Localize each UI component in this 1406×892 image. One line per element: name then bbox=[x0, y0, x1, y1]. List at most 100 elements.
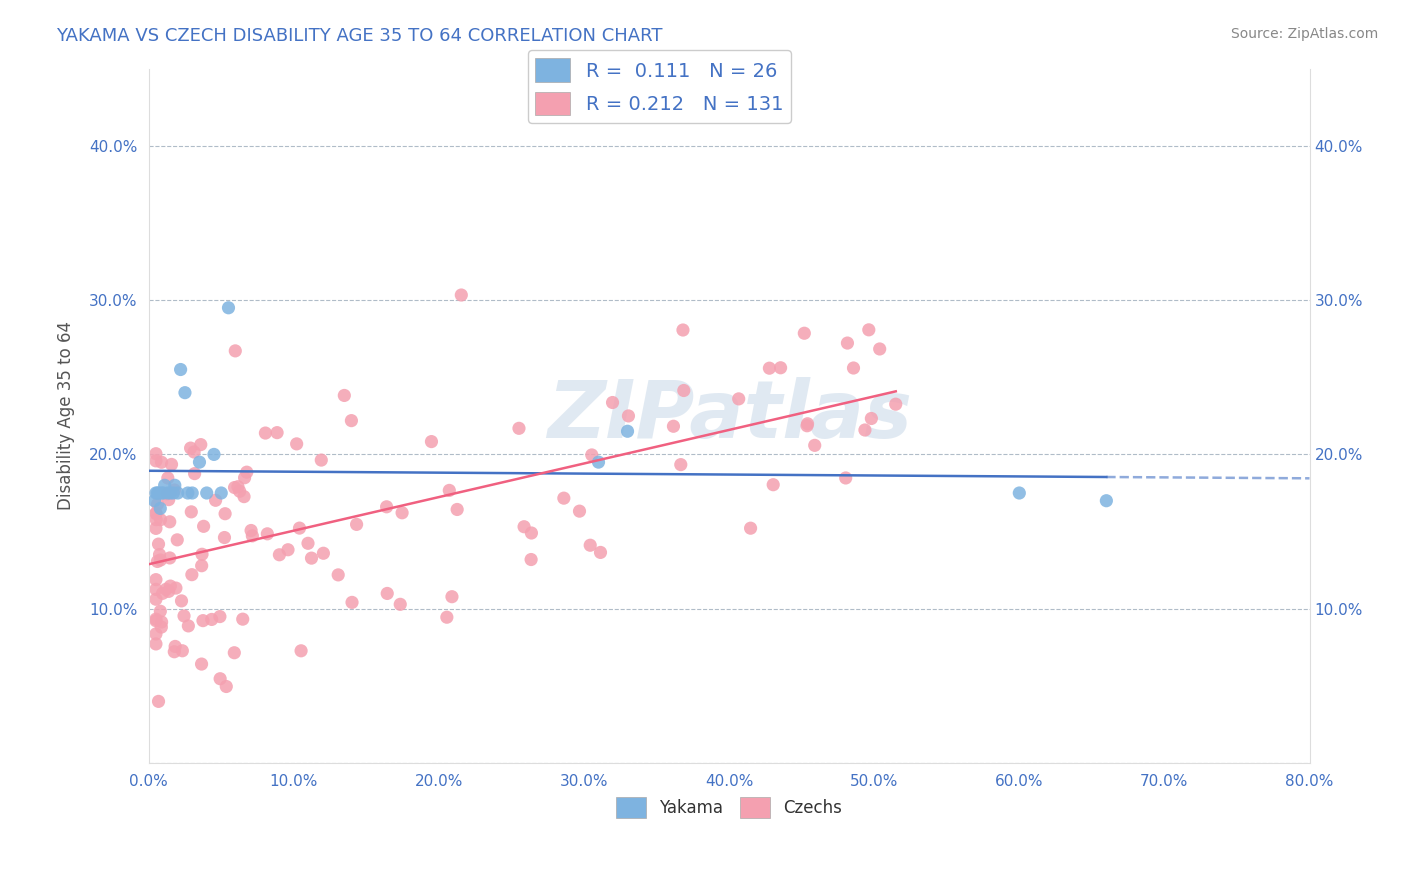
Point bbox=[146, 497, 169, 511]
Point bbox=[148, 694, 170, 708]
Point bbox=[159, 515, 181, 529]
Point bbox=[214, 507, 236, 521]
Point bbox=[153, 478, 176, 492]
Point bbox=[145, 454, 167, 468]
Point bbox=[769, 360, 792, 375]
Point bbox=[285, 437, 308, 451]
Point bbox=[837, 336, 859, 351]
Point bbox=[669, 458, 692, 472]
Point bbox=[149, 553, 172, 567]
Point bbox=[508, 421, 530, 435]
Point bbox=[173, 609, 195, 624]
Point bbox=[672, 323, 695, 337]
Point bbox=[163, 483, 186, 497]
Point bbox=[163, 645, 186, 659]
Point bbox=[277, 542, 299, 557]
Point bbox=[440, 590, 463, 604]
Point bbox=[762, 477, 785, 491]
Point bbox=[389, 597, 412, 611]
Point bbox=[228, 484, 250, 499]
Point bbox=[842, 361, 865, 376]
Point bbox=[446, 502, 468, 516]
Point bbox=[301, 551, 323, 566]
Point bbox=[796, 418, 818, 433]
Point bbox=[1095, 493, 1118, 508]
Point bbox=[169, 362, 191, 376]
Point bbox=[803, 438, 825, 452]
Point bbox=[254, 425, 277, 440]
Point bbox=[165, 640, 187, 654]
Point bbox=[195, 486, 218, 500]
Point bbox=[177, 619, 200, 633]
Point bbox=[224, 646, 246, 660]
Point bbox=[159, 579, 181, 593]
Point bbox=[150, 455, 173, 469]
Point bbox=[233, 490, 256, 504]
Point bbox=[183, 445, 205, 459]
Point bbox=[145, 506, 167, 520]
Point bbox=[256, 526, 278, 541]
Point bbox=[145, 582, 167, 597]
Point bbox=[145, 573, 167, 587]
Point bbox=[163, 478, 186, 492]
Point bbox=[149, 604, 172, 618]
Point bbox=[156, 487, 179, 501]
Point bbox=[340, 595, 363, 609]
Point bbox=[740, 521, 762, 535]
Text: YAKAMA VS CZECH DISABILITY AGE 35 TO 64 CORRELATION CHART: YAKAMA VS CZECH DISABILITY AGE 35 TO 64 … bbox=[56, 27, 662, 45]
Point bbox=[145, 521, 167, 535]
Point bbox=[204, 493, 226, 508]
Point bbox=[208, 609, 231, 624]
Point bbox=[157, 584, 180, 599]
Point bbox=[233, 471, 256, 485]
Point bbox=[266, 425, 288, 440]
Point bbox=[1008, 486, 1031, 500]
Point bbox=[240, 529, 263, 543]
Point bbox=[145, 627, 167, 641]
Text: ZIPatlas: ZIPatlas bbox=[547, 376, 911, 455]
Point bbox=[758, 361, 780, 376]
Point bbox=[181, 486, 204, 500]
Point bbox=[145, 637, 167, 651]
Point bbox=[215, 680, 238, 694]
Point bbox=[162, 486, 184, 500]
Point bbox=[835, 471, 858, 485]
Point bbox=[240, 524, 263, 538]
Point bbox=[180, 505, 202, 519]
Point bbox=[193, 519, 215, 533]
Point bbox=[218, 301, 240, 315]
Point bbox=[581, 448, 603, 462]
Point bbox=[617, 409, 640, 423]
Point bbox=[672, 384, 695, 398]
Point bbox=[155, 582, 177, 597]
Point bbox=[152, 586, 174, 600]
Point bbox=[156, 471, 179, 485]
Point bbox=[150, 486, 173, 500]
Point bbox=[793, 326, 815, 341]
Point bbox=[159, 551, 181, 566]
Point bbox=[202, 447, 225, 461]
Point bbox=[297, 536, 319, 550]
Legend: Yakama, Czechs: Yakama, Czechs bbox=[609, 790, 849, 824]
Point bbox=[150, 620, 173, 634]
Point bbox=[858, 323, 880, 337]
Point bbox=[145, 507, 167, 521]
Point bbox=[579, 538, 602, 552]
Point bbox=[375, 500, 398, 514]
Point bbox=[662, 419, 685, 434]
Point bbox=[145, 612, 167, 626]
Point bbox=[553, 491, 575, 505]
Point bbox=[166, 486, 188, 500]
Point bbox=[149, 501, 172, 516]
Point bbox=[148, 537, 170, 551]
Point bbox=[159, 486, 181, 500]
Point bbox=[166, 533, 188, 547]
Point bbox=[172, 644, 194, 658]
Point bbox=[311, 453, 333, 467]
Point bbox=[727, 392, 749, 406]
Point bbox=[269, 548, 291, 562]
Point bbox=[156, 486, 179, 500]
Point bbox=[143, 493, 166, 508]
Point bbox=[236, 465, 259, 479]
Point bbox=[145, 513, 167, 527]
